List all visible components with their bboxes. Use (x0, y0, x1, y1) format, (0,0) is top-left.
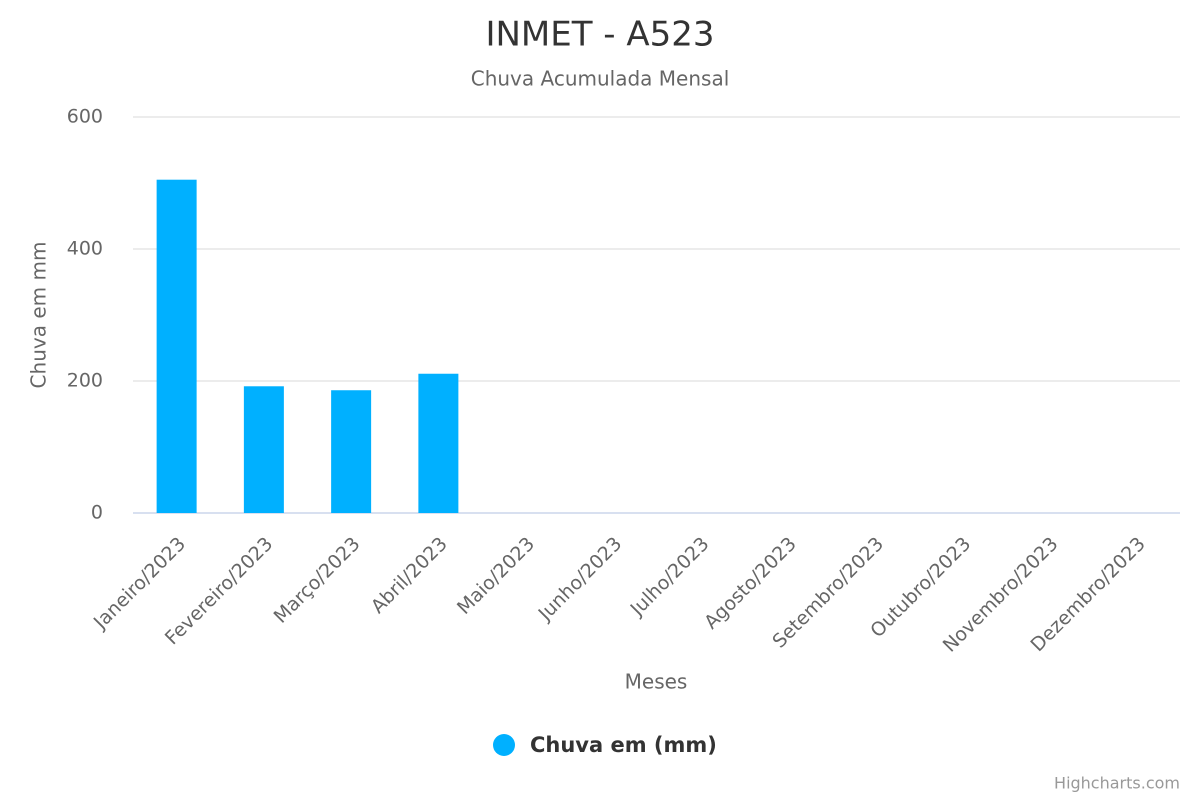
legend-label[interactable]: Chuva em (mm) (530, 733, 717, 757)
y-tick-label: 0 (91, 502, 103, 524)
bar (418, 373, 459, 513)
chart-subtitle: Chuva Acumulada Mensal (471, 67, 730, 91)
x-tick-label: Maio/2023 (453, 533, 539, 619)
x-tick-label: Março/2023 (270, 533, 365, 628)
y-tick-label: 200 (67, 370, 103, 392)
bar (156, 179, 197, 513)
x-tick-label: Junho/2023 (534, 533, 627, 626)
legend-marker[interactable] (493, 734, 515, 756)
y-tick-label: 600 (67, 106, 103, 128)
x-tick-label: Julho/2023 (626, 533, 714, 621)
y-axis-title: Chuva em mm (27, 242, 51, 389)
bar (243, 386, 284, 513)
x-tick-label: Abril/2023 (367, 533, 452, 618)
y-tick-label: 400 (67, 238, 103, 260)
x-axis-title: Meses (625, 670, 688, 694)
credits[interactable]: Highcharts.com (1054, 774, 1180, 793)
bar (331, 390, 372, 513)
chart-title: INMET - A523 (485, 15, 714, 55)
